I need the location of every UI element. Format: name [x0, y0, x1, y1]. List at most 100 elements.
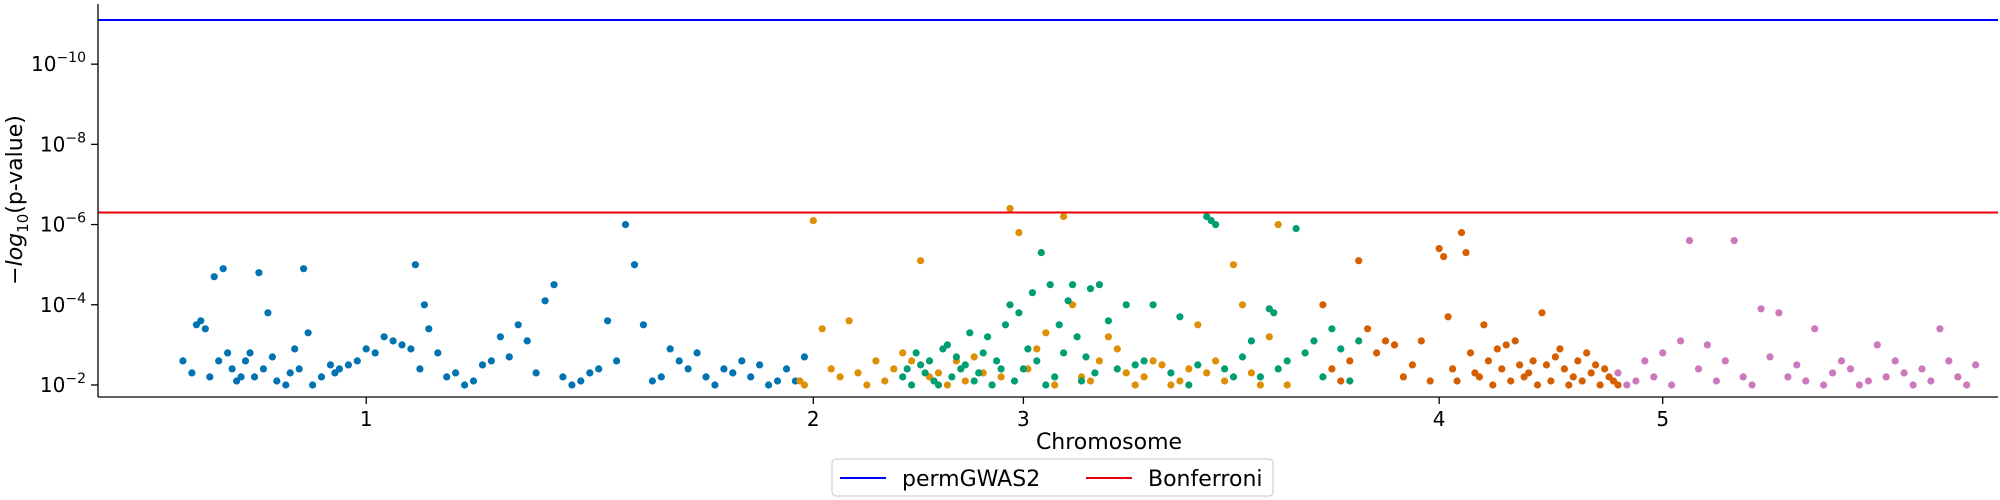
series-chromosome-3 — [899, 212, 1363, 389]
data-point — [1462, 249, 1470, 257]
data-point — [1614, 381, 1622, 389]
data-point — [711, 381, 719, 389]
data-point — [1829, 369, 1837, 377]
data-point — [1547, 377, 1555, 385]
data-point — [1122, 369, 1130, 377]
data-point — [1533, 381, 1542, 389]
data-point — [1417, 337, 1425, 345]
data-point — [1194, 361, 1202, 369]
data-point — [1927, 377, 1935, 385]
data-point — [1909, 381, 1917, 389]
data-point — [1104, 317, 1112, 325]
data-point — [917, 257, 925, 265]
data-point — [246, 349, 254, 357]
data-point — [765, 381, 773, 389]
data-point — [1694, 365, 1703, 373]
data-point — [1055, 321, 1063, 329]
data-point — [1221, 365, 1229, 373]
data-point — [961, 377, 969, 385]
data-point — [1140, 357, 1148, 365]
data-point — [201, 325, 209, 333]
data-point — [648, 377, 657, 385]
data-point — [505, 353, 513, 361]
data-point — [1310, 337, 1318, 345]
data-point — [1024, 345, 1032, 353]
data-point — [1082, 353, 1090, 361]
data-point — [1677, 337, 1685, 345]
data-point — [1484, 357, 1492, 365]
data-point — [903, 365, 911, 373]
data-point — [970, 353, 978, 361]
data-point — [773, 377, 782, 385]
data-point — [300, 265, 308, 273]
data-point — [934, 369, 943, 377]
data-point — [291, 345, 299, 353]
data-point — [1873, 341, 1881, 349]
data-point — [264, 309, 272, 317]
data-point — [309, 381, 317, 389]
data-point — [1221, 377, 1229, 385]
data-point — [1104, 333, 1112, 341]
series-chromosome-2 — [796, 204, 1291, 389]
data-point — [984, 333, 992, 341]
data-point — [1346, 377, 1354, 385]
data-point — [1475, 373, 1483, 381]
data-point — [979, 349, 987, 357]
data-point — [389, 337, 397, 345]
data-point — [988, 381, 996, 389]
data-point — [997, 365, 1005, 373]
data-point — [237, 373, 245, 381]
data-point — [1529, 357, 1537, 365]
data-point — [943, 341, 952, 349]
data-point — [1212, 221, 1220, 229]
data-point — [1042, 381, 1050, 389]
data-point — [1632, 377, 1640, 385]
series-chromosome-5 — [1614, 237, 1980, 389]
data-point — [1033, 345, 1041, 353]
data-point — [908, 357, 916, 365]
data-point — [720, 365, 728, 373]
data-point — [541, 297, 549, 305]
data-point — [1001, 321, 1010, 329]
data-point — [1449, 365, 1457, 373]
data-point — [1837, 357, 1846, 365]
data-point — [1203, 369, 1211, 377]
x-tick-label-2: 2 — [807, 407, 820, 431]
data-point — [1775, 309, 1783, 317]
data-point — [317, 373, 326, 381]
data-point — [434, 349, 442, 357]
y-tick-label: 10−6 — [40, 211, 86, 237]
data-point — [1283, 381, 1291, 389]
data-point — [1489, 381, 1497, 389]
data-point — [966, 329, 974, 337]
data-point — [836, 373, 844, 381]
data-point — [1006, 204, 1014, 213]
data-point — [1337, 377, 1345, 385]
data-point — [1399, 373, 1407, 381]
data-point — [1319, 373, 1327, 381]
legend-label-permgwas2: permGWAS2 — [902, 467, 1040, 492]
x-tick-label-4: 4 — [1433, 407, 1446, 431]
data-point — [1292, 225, 1300, 233]
data-point — [1466, 349, 1475, 357]
data-point — [1073, 333, 1081, 341]
x-ticks: 1 2 3 4 5 — [360, 397, 1669, 431]
data-point — [550, 281, 558, 289]
data-point — [326, 361, 335, 369]
data-point — [523, 337, 531, 345]
data-point — [259, 365, 267, 373]
data-point — [273, 377, 281, 385]
data-point — [997, 373, 1005, 381]
data-point — [1712, 377, 1720, 385]
data-point — [228, 365, 236, 373]
data-point — [1364, 325, 1372, 333]
data-point — [250, 373, 259, 381]
data-point — [1167, 369, 1175, 377]
data-point — [1274, 365, 1282, 373]
data-point — [210, 273, 218, 281]
data-point — [1560, 365, 1568, 373]
data-point — [1954, 373, 1962, 381]
data-point — [1015, 229, 1023, 237]
data-point — [1238, 301, 1247, 309]
data-point — [1247, 369, 1255, 377]
